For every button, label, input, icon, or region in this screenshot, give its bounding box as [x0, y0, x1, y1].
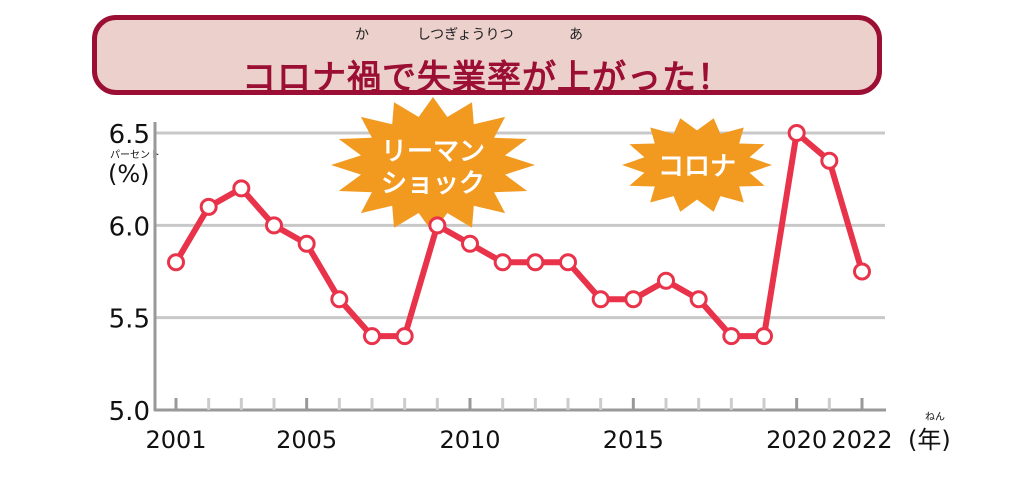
x-axis-unit-ruby: ねん	[925, 411, 945, 423]
x-tick-label: 2020	[766, 426, 827, 454]
data-point	[624, 290, 643, 309]
annotation-label: リーマン	[381, 137, 485, 167]
data-point	[787, 124, 806, 142]
ruby-a: あ	[569, 27, 583, 43]
annotation-label: コロナ	[658, 152, 736, 182]
x-tick-label: 2015	[603, 426, 664, 454]
data-point	[689, 290, 708, 309]
y-tick-label: 6.0	[109, 212, 150, 242]
data-point	[232, 179, 251, 198]
data-point	[330, 290, 349, 309]
data-point	[559, 253, 577, 272]
y-axis-unit: (%)	[108, 160, 150, 188]
data-point	[657, 271, 675, 290]
data-point	[591, 290, 610, 309]
data-point	[363, 327, 381, 346]
data-point	[167, 253, 185, 272]
y-axis-unit-ruby: パーセント	[110, 149, 160, 161]
lehman-shock-burst	[331, 97, 535, 233]
ruby-ka: か	[355, 27, 369, 43]
title-banner: か しつぎょうりつ あ コロナ禍で失業率が上がった！	[92, 15, 882, 98]
x-tick-label: 2005	[276, 426, 337, 454]
x-axis-unit: (年)	[908, 426, 951, 454]
data-point	[853, 262, 871, 281]
x-tick-label: 2010	[439, 426, 500, 454]
annotation-label: ショック	[381, 169, 485, 199]
data-point	[199, 197, 218, 216]
chart-title: コロナ禍で失業率が上がった！	[242, 58, 732, 98]
data-point	[265, 216, 283, 235]
data-point	[526, 253, 545, 272]
data-point	[820, 151, 839, 170]
data-point	[722, 327, 741, 346]
series-line	[173, 130, 865, 340]
y-tick-label: 5.0	[109, 397, 150, 427]
data-point	[297, 234, 316, 253]
ruby-shitsugyouritsu: しつぎょうりつ	[417, 27, 514, 43]
data-point	[755, 327, 773, 346]
x-tick-label: 2001	[145, 426, 206, 454]
data-point	[428, 216, 447, 235]
data-point	[395, 327, 414, 346]
y-tick-label: 6.5	[109, 120, 150, 150]
corona-burst	[622, 118, 772, 212]
y-tick-label: 5.5	[109, 305, 150, 335]
data-point	[461, 234, 479, 253]
data-point	[493, 253, 512, 272]
x-tick-label: 2022	[831, 426, 892, 454]
